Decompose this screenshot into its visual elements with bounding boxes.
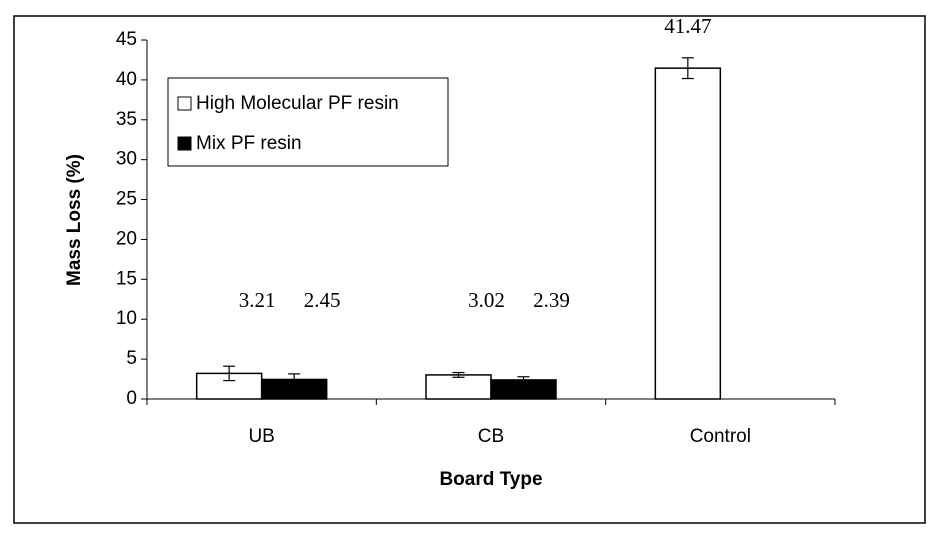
y-tick-label: 30 [116, 149, 137, 170]
y-axis-title: Mass Loss (%) [64, 154, 85, 286]
legend-label: High Molecular PF resin [196, 93, 399, 114]
legend-label: Mix PF resin [196, 133, 302, 154]
y-tick-label: 35 [116, 109, 137, 130]
error-bar [452, 371, 465, 378]
y-tick-label: 10 [116, 308, 137, 329]
y-tick-label: 15 [116, 268, 137, 289]
data-label: 2.39 [533, 288, 570, 312]
x-tick-label: CB [478, 426, 504, 447]
bar [195, 372, 263, 400]
y-tick-label: 40 [116, 69, 137, 90]
error-bar [223, 365, 236, 382]
chart-frame [13, 15, 926, 524]
data-label: 2.45 [304, 288, 341, 312]
x-tick-label: UB [248, 426, 274, 447]
error-bar [288, 373, 301, 386]
legend-swatch [177, 136, 192, 151]
data-label: 3.02 [468, 288, 505, 312]
y-tick-label: 45 [116, 29, 137, 50]
data-label: 3.21 [239, 288, 276, 312]
bar [425, 374, 492, 400]
bar [654, 67, 722, 400]
error-bar [681, 57, 694, 80]
y-tick-label: 5 [126, 348, 137, 369]
y-tick-label: 0 [126, 388, 137, 409]
x-axis-title: Board Type [439, 469, 542, 490]
legend-swatch [177, 96, 192, 111]
legend-box [167, 77, 449, 167]
y-tick-label: 20 [116, 228, 137, 249]
error-bar [517, 376, 530, 384]
y-tick-label: 25 [116, 189, 137, 210]
x-tick-label: Control [690, 426, 751, 447]
data-label: 41.47 [664, 14, 711, 38]
